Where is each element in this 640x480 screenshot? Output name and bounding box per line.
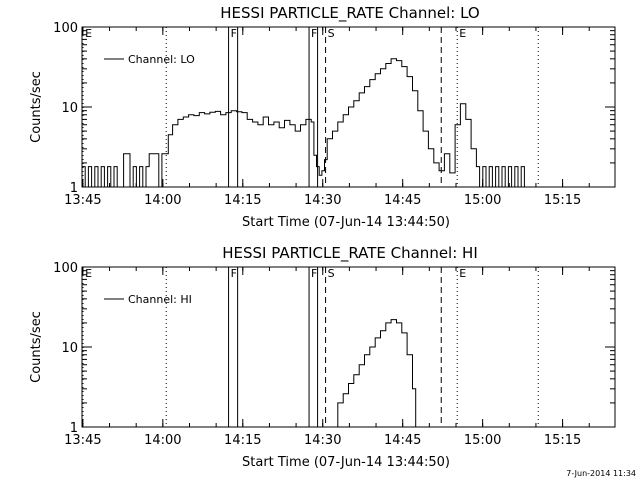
x-tick-label: 14:45 bbox=[384, 193, 421, 208]
x-tick-label: 14:00 bbox=[144, 193, 181, 208]
x-tick-label: 15:15 bbox=[544, 433, 581, 448]
event-marker-label: F bbox=[311, 27, 317, 40]
x-tick-label: 14:30 bbox=[304, 433, 341, 448]
x-tick-label: 14:15 bbox=[224, 433, 261, 448]
x-tick-label: 13:45 bbox=[64, 433, 101, 448]
y-axis-label: Counts/sec bbox=[29, 311, 44, 383]
x-tick-label: 15:00 bbox=[464, 193, 501, 208]
event-marker-label: F bbox=[231, 267, 237, 280]
event-marker-label: F bbox=[231, 27, 237, 40]
event-marker-label: S bbox=[328, 267, 335, 280]
y-tick-label: 10 bbox=[61, 101, 78, 116]
legend-label: Channel: HI bbox=[128, 293, 192, 306]
x-tick-label: 14:15 bbox=[224, 193, 261, 208]
y-axis-label: Counts/sec bbox=[29, 71, 44, 143]
chart-title: HESSI PARTICLE_RATE Channel: LO bbox=[220, 4, 479, 23]
axis-ticks: 13:45 14:00 14:15 14:30 14:45 15:00 15:15 1 10 10… bbox=[53, 261, 615, 448]
x-axis-label: Start Time (07-Jun-14 13:44:50) bbox=[242, 215, 450, 230]
x-tick-label: 14:00 bbox=[144, 433, 181, 448]
event-marker-label: F bbox=[311, 267, 317, 280]
x-tick-label: 15:00 bbox=[464, 433, 501, 448]
y-tick-label: 100 bbox=[53, 21, 78, 36]
series-line-channel-lo bbox=[82, 58, 538, 188]
series-line-channel-hi bbox=[336, 319, 417, 428]
chart-title: HESSI PARTICLE_RATE Channel: HI bbox=[222, 244, 478, 263]
x-axis-label: Start Time (07-Jun-14 13:44:50) bbox=[242, 455, 450, 470]
event-marker-label: E bbox=[85, 27, 92, 40]
event-marker-label: E bbox=[85, 267, 92, 280]
x-tick-label: 15:15 bbox=[544, 193, 581, 208]
x-tick-label: 14:45 bbox=[384, 433, 421, 448]
legend-label: Channel: LO bbox=[128, 53, 195, 66]
footer-timestamp: 7-Jun-2014 11:34 bbox=[566, 469, 636, 478]
plot-frame bbox=[81, 266, 616, 428]
y-tick-label: 100 bbox=[53, 261, 78, 276]
event-marker-label: E bbox=[459, 267, 466, 280]
x-tick-label: 13:45 bbox=[64, 193, 101, 208]
x-tick-label: 14:30 bbox=[304, 193, 341, 208]
event-marker-label: E bbox=[459, 27, 466, 40]
axis-ticks: 13:45 14:00 14:15 14:30 14:45 15:00 15:15 1 10 10… bbox=[53, 21, 615, 208]
y-tick-label: 10 bbox=[61, 341, 78, 356]
y-tick-label: 1 bbox=[70, 421, 78, 436]
event-marker-label: S bbox=[328, 27, 335, 40]
y-tick-label: 1 bbox=[70, 181, 78, 196]
